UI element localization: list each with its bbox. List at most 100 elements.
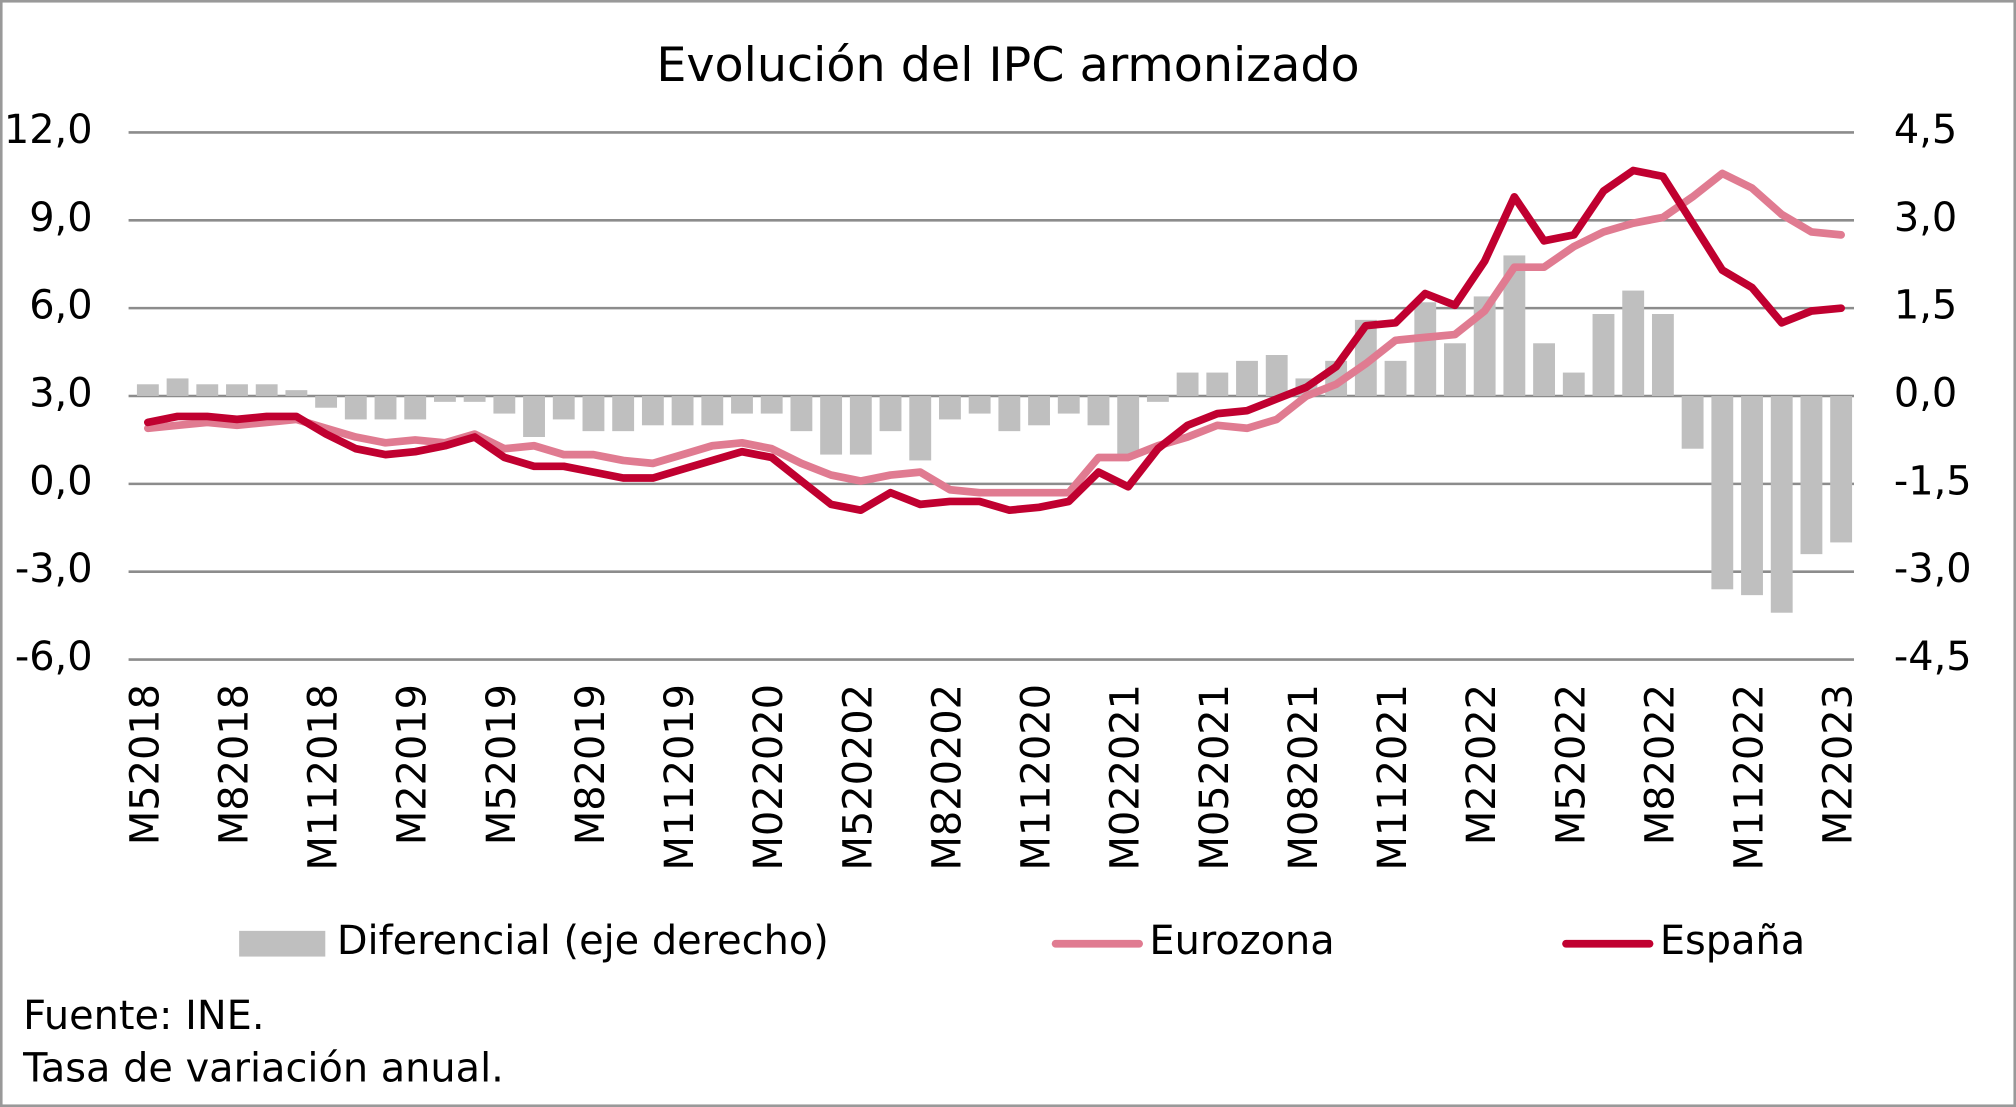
bar — [1236, 360, 1258, 396]
bar — [166, 378, 189, 396]
y-tick-label: -3,0 — [15, 546, 93, 592]
bar — [1384, 360, 1407, 396]
y2-tick-label: 1,5 — [1894, 283, 1957, 329]
bar — [433, 396, 456, 402]
y-tick-label: 3,0 — [29, 371, 92, 417]
legend-swatch — [239, 930, 326, 957]
source-note: Fuente: INE. — [23, 993, 264, 1039]
bar — [760, 396, 783, 414]
bar — [1444, 343, 1466, 396]
x-tick-label: M82019 — [568, 684, 614, 845]
y-tick-label: -6,0 — [15, 634, 93, 680]
line — [144, 166, 1846, 515]
bar — [1622, 290, 1645, 396]
y2-tick-label: -3,0 — [1894, 546, 1972, 592]
bar — [315, 396, 338, 408]
y2-tick-label: 0,0 — [1894, 371, 1957, 417]
x-tick-label: M22019 — [390, 684, 436, 845]
bar — [1741, 396, 1763, 596]
bar — [909, 396, 932, 461]
bar — [701, 396, 724, 426]
y2-tick-label: -4,5 — [1894, 634, 1972, 680]
bar — [1057, 396, 1080, 414]
y2-tick-label: 3,0 — [1894, 195, 1957, 241]
bar — [1681, 396, 1704, 449]
chart-title: Evolución del IPC armonizado — [656, 38, 1359, 93]
bar — [968, 396, 991, 414]
bar — [404, 396, 427, 420]
bar — [849, 396, 872, 455]
bar — [790, 396, 813, 432]
bar — [1651, 314, 1674, 396]
bar — [1176, 372, 1199, 396]
bar — [1414, 302, 1437, 396]
bar — [879, 396, 902, 432]
bar — [226, 384, 248, 396]
x-tick-label: M22023 — [1816, 684, 1862, 845]
x-tick-label: M82022 — [1637, 684, 1683, 845]
bar — [1117, 396, 1140, 455]
bar — [1028, 396, 1050, 426]
bar — [998, 396, 1021, 432]
x-tick-label: M520202 — [835, 684, 881, 870]
bar — [344, 396, 367, 420]
bar — [1592, 314, 1615, 396]
bar — [641, 396, 664, 426]
y2-tick-label: -1,5 — [1894, 458, 1972, 504]
bar — [1830, 396, 1853, 543]
unit-note: Tasa de variación anual. — [22, 1046, 504, 1092]
bar — [731, 396, 753, 414]
x-tick-label: M082021 — [1281, 684, 1327, 870]
bar — [1562, 372, 1585, 396]
bar — [582, 396, 605, 432]
x-tick-label: M820202 — [924, 684, 970, 870]
y-tick-label: 9,0 — [29, 195, 92, 241]
x-tick-label: M112022 — [1727, 684, 1773, 870]
y-tick-label: 12,0 — [4, 107, 93, 153]
bar — [1533, 343, 1556, 396]
y-tick-label: 0,0 — [29, 458, 92, 504]
x-tick-label: M52018 — [122, 684, 168, 845]
bar — [136, 384, 159, 396]
y-tick-label: 6,0 — [29, 283, 92, 329]
line — [144, 169, 1846, 497]
bar — [1770, 396, 1793, 613]
bar — [463, 396, 486, 402]
bar — [552, 396, 575, 420]
x-tick-label: M52022 — [1548, 684, 1594, 845]
x-tick-label: M82018 — [211, 684, 257, 845]
bar — [612, 396, 635, 432]
legend-label: España — [1660, 918, 1805, 964]
x-tick-label: M112020 — [1014, 684, 1060, 870]
bar — [1206, 372, 1229, 396]
bar — [1265, 355, 1288, 396]
legend-label: Eurozona — [1149, 918, 1334, 964]
x-tick-label: M112019 — [657, 684, 703, 870]
bar — [671, 396, 694, 426]
bar — [1146, 396, 1169, 402]
bar — [1503, 255, 1526, 396]
bar — [1087, 396, 1110, 426]
bar — [374, 396, 397, 420]
bar — [1711, 396, 1734, 590]
legend-label: Diferencial (eje derecho) — [337, 918, 829, 964]
bar — [1473, 296, 1496, 396]
x-tick-label: M052021 — [1192, 684, 1238, 870]
x-tick-label: M112021 — [1370, 684, 1416, 870]
bar — [196, 384, 219, 396]
bar — [820, 396, 843, 455]
x-tick-label: M22022 — [1459, 684, 1505, 845]
bar — [285, 390, 308, 396]
bar — [1800, 396, 1823, 555]
bar — [939, 396, 961, 420]
x-tick-label: M022020 — [746, 684, 792, 870]
bar — [523, 396, 545, 437]
y2-tick-label: 4,5 — [1894, 107, 1957, 153]
bar — [493, 396, 516, 414]
x-tick-label: M112018 — [301, 684, 347, 870]
x-tick-label: M022021 — [1103, 684, 1149, 870]
x-tick-label: M52019 — [479, 684, 525, 845]
bar — [255, 384, 278, 396]
